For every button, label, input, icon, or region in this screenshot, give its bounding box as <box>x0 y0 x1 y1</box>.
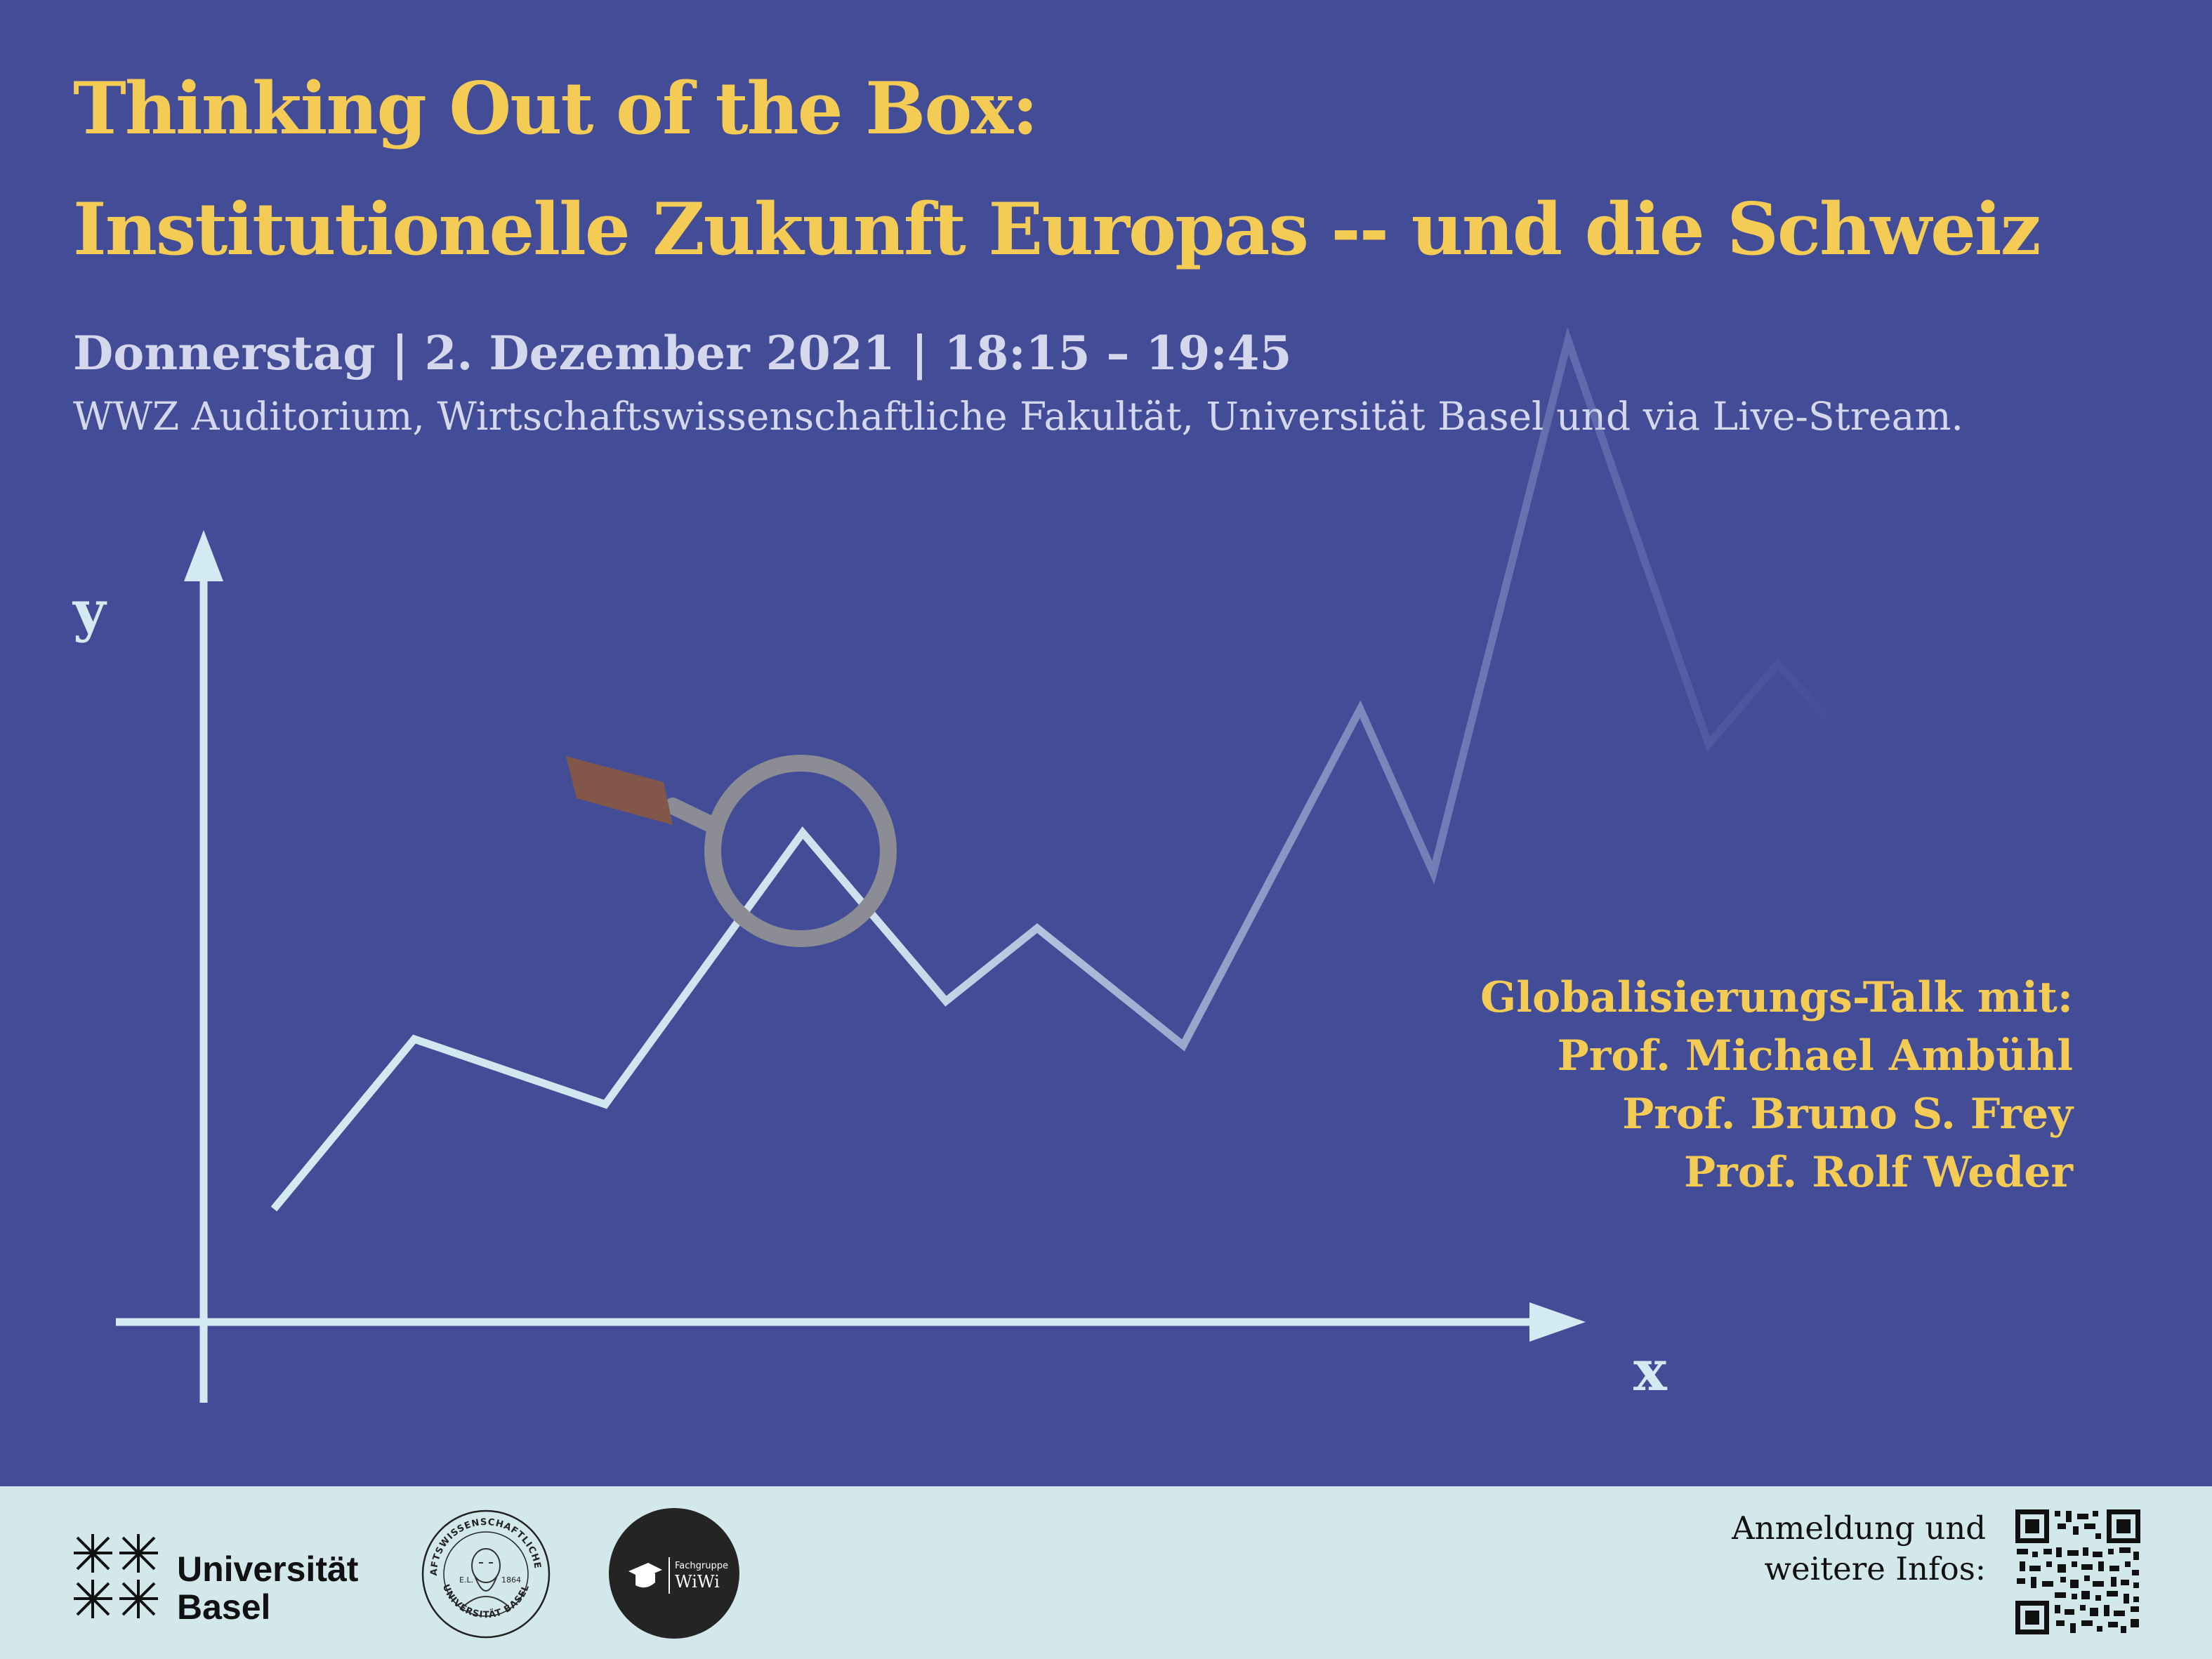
university-name-line-2: Basel <box>177 1587 271 1627</box>
poster-background <box>0 0 2212 1486</box>
fachgruppe-label: Fachgruppe <box>675 1561 728 1571</box>
svg-text:WIRTSCHAFTSWISSENSCHAFTLICHE F: WIRTSCHAFTSWISSENSCHAFTLICHE FAKULTÄT <box>420 1508 543 1576</box>
seal-text-top: WIRTSCHAFTSWISSENSCHAFTLICHE FAKULTÄT <box>420 1508 542 1576</box>
svg-text:UNIVERSITÄT BASEL: UNIVERSITÄT BASEL <box>440 1583 532 1621</box>
speaker-name: Prof. Rolf Weder <box>1684 1148 2073 1197</box>
universitaet-basel-wordmark: Universität Basel <box>177 1550 358 1626</box>
registration-line-2: weitere Infos: <box>1764 1550 1986 1587</box>
y-axis-arrowhead <box>184 530 223 581</box>
event-venue: WWZ Auditorium, Wirtschaftswissenschaftl… <box>73 394 1964 439</box>
qr-code-icon[interactable] <box>2014 1508 2142 1636</box>
talk-heading: Globalisierungs-Talk mit: <box>1480 973 2073 1022</box>
seal-year: 1864 <box>501 1575 521 1585</box>
portrait-icon <box>463 1548 509 1607</box>
y-axis-label: y <box>73 578 106 644</box>
x-axis-label: x <box>1633 1337 1667 1403</box>
universitaet-basel-logo-icon <box>74 1534 158 1618</box>
faculty-seal-logo: WIRTSCHAFTSWISSENSCHAFTLICHE FAKULTÄT UN… <box>420 1508 551 1639</box>
registration-line-1: Anmeldung und <box>1732 1509 1986 1547</box>
speakers-block: Globalisierungs-Talk mit: Prof. Michael … <box>1480 969 2073 1202</box>
footer-bar <box>0 1486 2212 1659</box>
x-axis-arrowhead <box>1529 1302 1586 1342</box>
event-title-line-1: Thinking Out of the Box: <box>73 67 1039 151</box>
seal-text-bottom: UNIVERSITÄT BASEL <box>440 1583 531 1621</box>
magnifying-glass-icon <box>566 755 897 947</box>
event-dateline: Donnerstag | 2. Dezember 2021 | 18:15 – … <box>73 326 1292 381</box>
speaker-name: Prof. Bruno S. Frey <box>1622 1090 2073 1139</box>
speaker-name: Prof. Michael Ambühl <box>1557 1031 2073 1080</box>
registration-info: Anmeldung und weitere Infos: <box>1732 1508 1986 1589</box>
university-name-line-1: Universität <box>177 1549 359 1589</box>
graph-illustration <box>116 326 1892 1403</box>
graduation-cap-icon <box>628 1563 662 1588</box>
event-title-line-2: Institutionelle Zukunft Europas -- und d… <box>73 187 2041 272</box>
fachgruppe-name: WiWi <box>675 1572 720 1592</box>
trend-line <box>270 326 1892 1212</box>
seal-initials: E.L. <box>459 1575 473 1585</box>
fachgruppe-wiwi-logo: Fachgruppe WiWi <box>609 1508 739 1639</box>
